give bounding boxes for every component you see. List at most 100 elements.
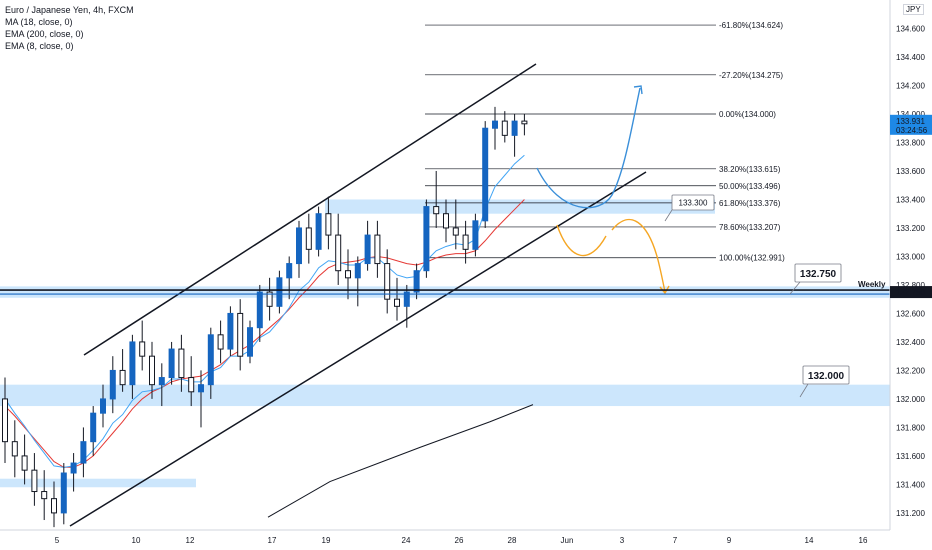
price-tick-label: 133.000: [896, 252, 925, 261]
channel-upper-line: [83, 63, 537, 356]
candle-body: [2, 398, 8, 443]
price-tick-label: 133.800: [896, 138, 925, 147]
time-tick-label: 17: [268, 536, 277, 545]
candle-body: [472, 220, 479, 250]
candle-body: [207, 334, 214, 386]
bearish-projection-2: [611, 218, 666, 293]
last-price-value: 133.931: [896, 117, 925, 126]
chart-legend: Euro / Japanese Yen, 4h, FXCM MA (18, cl…: [5, 4, 134, 52]
candle-body: [237, 312, 244, 357]
candlesticks: [2, 106, 528, 528]
candle-body: [492, 120, 498, 129]
zone: [0, 286, 890, 298]
time-tick-label: 24: [402, 536, 411, 545]
candle-body: [452, 227, 459, 236]
candle-body: [227, 312, 234, 350]
callout-box: [671, 194, 715, 211]
candle-body: [149, 355, 155, 386]
price-axis-background: [890, 0, 932, 550]
callout-pointer: [799, 383, 809, 398]
candle-body: [374, 234, 381, 265]
bearish-arrowhead: [659, 285, 670, 295]
candle-body: [60, 472, 67, 514]
callout-pointer: [664, 209, 673, 222]
zone: [0, 384, 890, 407]
time-tick-label: 16: [859, 536, 868, 545]
fib-level-label: 0.00%(134.000): [719, 110, 776, 119]
channel-lower-line: [69, 171, 647, 527]
time-tick-label: 3: [620, 536, 625, 545]
candle-body: [266, 291, 273, 307]
price-tick-label: 134.000: [896, 110, 925, 119]
moving-averages: [4, 154, 534, 518]
price-tick-label: 132.400: [896, 338, 925, 347]
candle-body: [403, 291, 410, 307]
candle-body: [139, 341, 146, 357]
candle-body: [41, 491, 48, 500]
time-tick-label: 9: [727, 536, 732, 545]
callout-pointer: [789, 281, 801, 295]
candle-body: [90, 412, 97, 443]
fib-level-label: -61.80%(134.624): [719, 21, 783, 30]
support-resistance-zones: [0, 199, 890, 488]
fibonacci-retracement: -61.80%(134.624) -27.20%(134.275) 0.00%(13…: [425, 21, 785, 263]
candle-body: [31, 469, 38, 493]
price-tick-label: 133.600: [896, 167, 925, 176]
candle-body: [315, 213, 322, 250]
candle-body: [305, 227, 312, 250]
fib-level-label: 78.60%(133.207): [719, 223, 781, 232]
price-axis[interactable]: 131.200 131.400 131.600 131.800 132.000 132.2…: [889, 0, 932, 550]
legend-ema200: EMA (200, close, 0): [5, 29, 84, 39]
fib-level-label: 38.20%(133.615): [719, 165, 781, 174]
candle-body: [501, 120, 508, 136]
candle-body: [521, 120, 528, 125]
candle-body: [100, 398, 106, 414]
candle-body: [443, 213, 449, 229]
price-tick-label: 132.600: [896, 309, 925, 318]
candle-body: [198, 384, 204, 393]
time-tick-label: 26: [455, 536, 464, 545]
fib-level-label: -27.20%(134.275): [719, 71, 783, 80]
projection-arrows: [536, 85, 670, 295]
bearish-projection-1: [556, 224, 607, 257]
time-tick-label: 10: [132, 536, 141, 545]
candle-body: [217, 334, 224, 350]
time-axis[interactable]: 5 10 12 17 19 24 26 28 Jun 3 7 9 14 16: [0, 529, 890, 545]
zone: [325, 199, 715, 214]
candle-body: [21, 455, 28, 471]
candle-body: [286, 263, 293, 279]
candle-body: [276, 277, 283, 307]
candle-body: [80, 441, 87, 464]
ema8-line: [4, 154, 525, 468]
callout-box: [794, 263, 842, 283]
legend-ma18: MA (18, close, 0): [5, 17, 73, 27]
currency-label[interactable]: JPY: [903, 4, 924, 15]
candle-body: [178, 348, 185, 379]
time-tick-label: 12: [186, 536, 195, 545]
candle-body: [394, 298, 400, 307]
ema200-line: [267, 404, 534, 518]
candle-body: [70, 462, 77, 474]
fib-level-label: 61.80%(133.376): [719, 199, 781, 208]
candle-body: [11, 441, 18, 457]
candle-body: [158, 377, 165, 386]
weekly-label: Weekly: [858, 280, 886, 289]
price-tick-label: 134.200: [896, 81, 925, 90]
ma18-line: [4, 199, 525, 468]
grid: [0, 0, 890, 530]
ascending-channel[interactable]: [69, 63, 647, 527]
bar-countdown: 03:24:56: [896, 126, 928, 135]
price-tick-label: 134.600: [896, 24, 925, 33]
time-tick-label: 7: [673, 536, 678, 545]
price-tick-label: 132.200: [896, 366, 925, 375]
time-tick-label: Jun: [561, 536, 574, 545]
price-tick-label: 132.800: [896, 281, 925, 290]
candle-body: [413, 270, 420, 293]
candle-body: [168, 348, 175, 379]
candle-body: [354, 263, 361, 279]
weekly-price-value: 132.750: [896, 288, 925, 297]
candle-body: [188, 377, 195, 393]
callout-text: 132.000: [808, 371, 845, 382]
candle-body: [482, 127, 489, 222]
